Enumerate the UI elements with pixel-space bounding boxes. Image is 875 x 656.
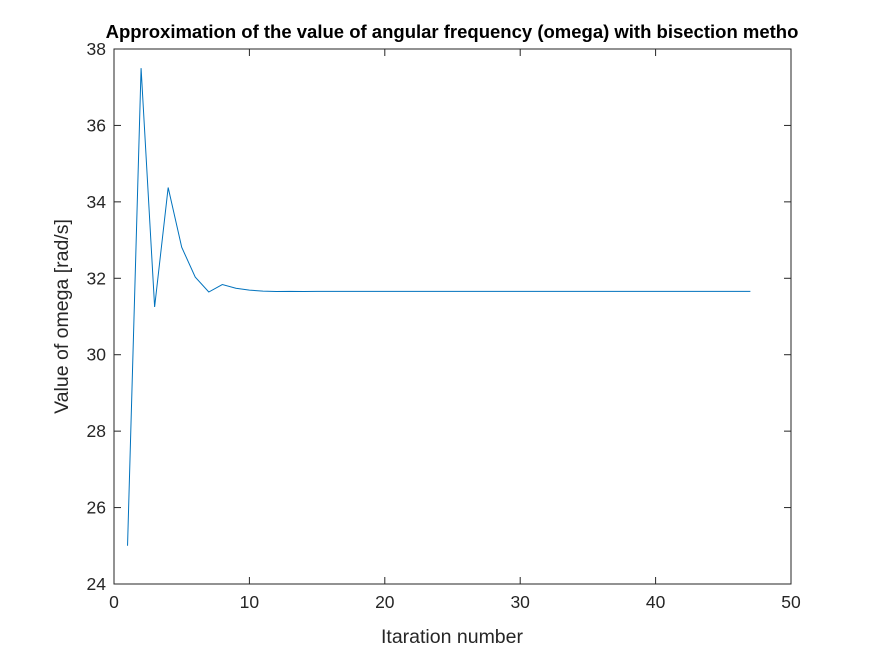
x-axis-label: Itaration number [381,626,524,648]
y-tick-label: 24 [87,574,107,594]
y-axis-label: Value of omega [rad/s] [51,219,73,414]
x-tick-label: 50 [781,592,801,612]
series-line-0 [127,68,751,546]
y-tick-labels: 24 26 28 30 32 34 36 38 [87,39,107,594]
x-tick-label: 10 [240,592,260,612]
x-tick-labels: 0 10 20 30 40 50 [109,592,801,612]
y-tick-label: 36 [87,115,106,135]
y-tick-label: 28 [87,421,106,441]
y-tick-label: 30 [87,345,107,365]
plot-area-background [114,49,791,584]
x-tick-label: 30 [510,592,530,612]
chart-title: Approximation of the value of angular fr… [106,21,799,42]
y-tick-label: 32 [87,268,106,288]
y-tick-label: 38 [87,39,106,59]
axes-box [113,48,792,585]
x-tick-label: 0 [109,592,119,612]
series-layer [127,68,751,546]
x-tick-label: 40 [646,592,666,612]
y-tick-label: 26 [87,498,106,518]
y-tick-label: 34 [87,192,107,212]
x-tick-label: 20 [375,592,395,612]
